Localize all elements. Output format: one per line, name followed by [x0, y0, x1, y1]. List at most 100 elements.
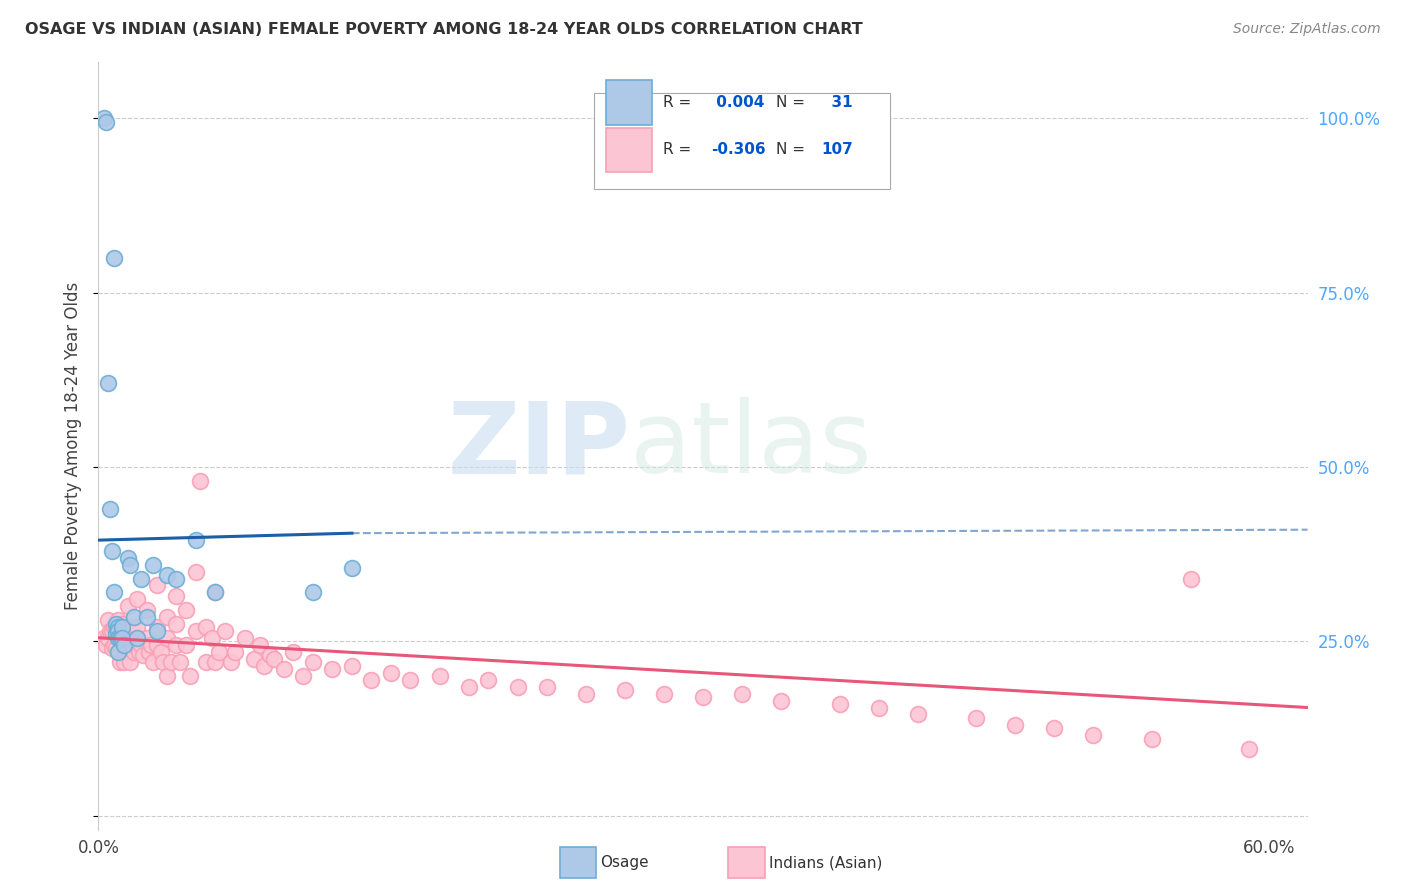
Point [107, 645, 129, 659]
Point [399, 673, 422, 687]
Point [118, 631, 141, 645]
Point [103, 585, 125, 599]
Point [731, 687, 754, 701]
Point [165, 572, 187, 586]
Point [107, 613, 129, 627]
Point [103, 638, 125, 652]
Text: 31: 31 [821, 95, 853, 110]
Point [107, 620, 129, 634]
Point [111, 638, 134, 652]
Point [259, 648, 281, 663]
Point [1081, 728, 1104, 742]
Point [117, 645, 139, 659]
Point [156, 568, 179, 582]
Point [118, 558, 141, 572]
Point [122, 624, 145, 638]
Point [169, 655, 191, 669]
Point [458, 680, 481, 694]
Point [214, 624, 236, 638]
Point [184, 624, 207, 638]
FancyBboxPatch shape [606, 128, 652, 172]
Point [132, 648, 155, 663]
Point [233, 631, 256, 645]
Text: ZIP: ZIP [447, 398, 630, 494]
Point [575, 687, 598, 701]
Point [769, 693, 792, 707]
Point [128, 645, 150, 659]
Point [107, 631, 129, 645]
Point [111, 620, 134, 634]
Point [506, 680, 529, 694]
Point [127, 631, 149, 645]
Point [121, 638, 143, 652]
Point [1043, 722, 1066, 736]
Point [127, 592, 149, 607]
Text: N =: N = [776, 143, 804, 157]
Point [97, 613, 120, 627]
Point [204, 655, 226, 669]
Point [142, 558, 165, 572]
Point [93, 112, 115, 126]
Point [868, 700, 890, 714]
Point [477, 673, 499, 687]
Point [118, 655, 141, 669]
Point [828, 697, 851, 711]
Point [965, 711, 987, 725]
Point [340, 658, 363, 673]
Text: atlas: atlas [630, 398, 872, 494]
Text: 107: 107 [821, 143, 853, 157]
Point [149, 645, 172, 659]
Point [122, 645, 145, 659]
Text: N =: N = [776, 95, 804, 110]
Point [131, 638, 153, 652]
Point [184, 533, 207, 548]
Point [107, 645, 129, 659]
Point [340, 561, 363, 575]
Point [174, 638, 197, 652]
Point [138, 645, 160, 659]
Point [204, 585, 226, 599]
Point [208, 645, 231, 659]
Point [142, 655, 165, 669]
Point [156, 669, 179, 683]
Point [360, 673, 382, 687]
Point [107, 624, 129, 638]
Point [127, 620, 149, 634]
Point [112, 638, 135, 652]
Point [652, 687, 675, 701]
Point [108, 655, 131, 669]
Text: R =: R = [664, 143, 692, 157]
Text: R =: R = [664, 95, 692, 110]
Point [174, 603, 197, 617]
Text: Osage: Osage [600, 855, 650, 870]
Point [117, 599, 139, 614]
Point [97, 376, 120, 391]
Point [108, 631, 131, 645]
Point [614, 683, 637, 698]
Point [124, 631, 146, 645]
Point [117, 624, 139, 638]
Point [263, 651, 285, 665]
Point [103, 251, 125, 265]
Point [165, 638, 187, 652]
Point [97, 631, 120, 645]
Point [117, 550, 139, 565]
Point [131, 572, 153, 586]
Point [111, 624, 134, 638]
Point [107, 627, 129, 641]
Point [156, 631, 179, 645]
Point [111, 616, 134, 631]
Point [302, 655, 325, 669]
Point [112, 655, 135, 669]
Point [219, 655, 242, 669]
Point [165, 616, 187, 631]
Point [93, 631, 115, 645]
Y-axis label: Female Poverty Among 18-24 Year Olds: Female Poverty Among 18-24 Year Olds [65, 282, 83, 610]
Point [194, 620, 217, 634]
Point [101, 641, 124, 656]
Point [136, 610, 159, 624]
Point [907, 707, 929, 722]
Point [104, 620, 127, 634]
Point [122, 610, 145, 624]
Text: 0.004: 0.004 [711, 95, 765, 110]
